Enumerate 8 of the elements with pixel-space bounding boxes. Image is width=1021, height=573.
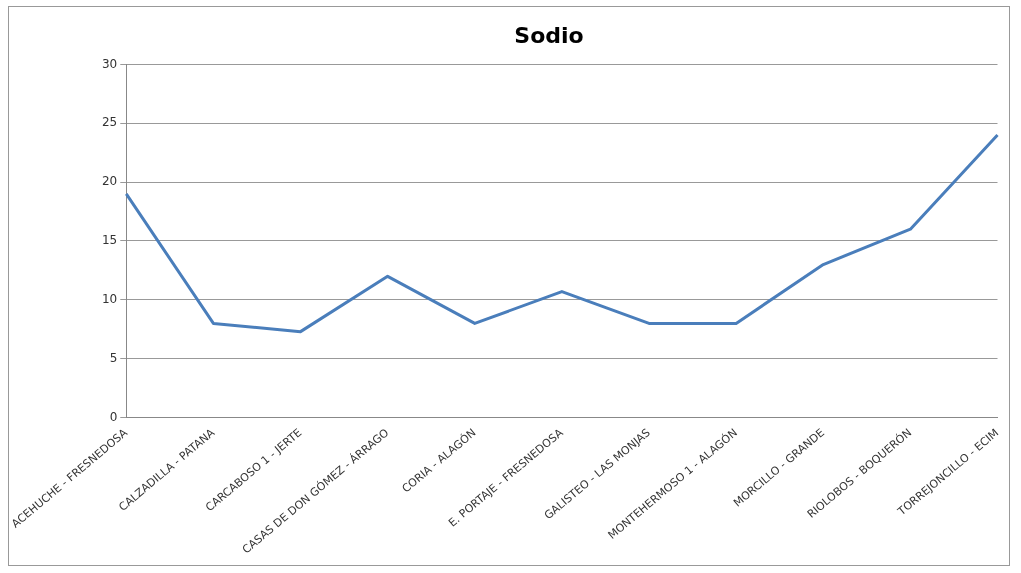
y-tick-label: 5: [109, 350, 118, 365]
y-tick-label: 0: [109, 409, 118, 424]
y-tick-label: 15: [101, 233, 118, 248]
y-tick-label: 20: [101, 174, 118, 189]
y-tick-label: 25: [101, 115, 118, 130]
y-tick-label: 10: [101, 291, 118, 306]
y-tick-label: 30: [101, 56, 118, 71]
chart-title: Sodio: [514, 22, 584, 48]
